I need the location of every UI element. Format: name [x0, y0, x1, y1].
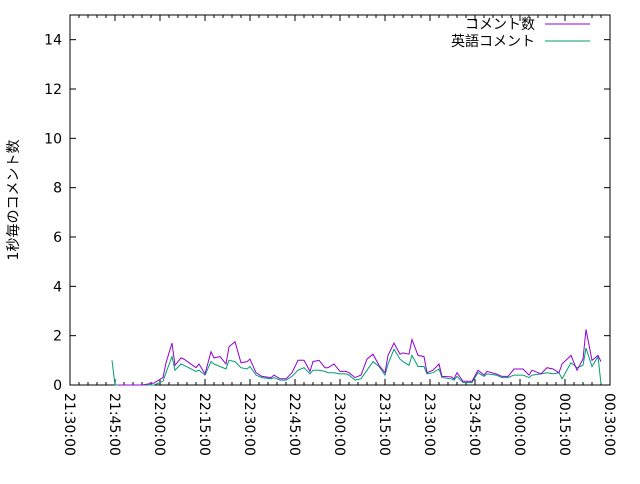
x-tick-label: 21:30:00: [61, 393, 77, 456]
x-tick-label: 22:45:00: [286, 393, 302, 456]
plot-border: [69, 14, 611, 386]
y-tick-label: 8: [53, 181, 62, 197]
x-tick-label: 23:00:00: [331, 393, 347, 456]
y-axis: 0 2 4 6 8 10 12 14: [44, 33, 610, 394]
legend-label-english-comments: 英語コメント: [451, 33, 535, 50]
y-tick-label: 6: [53, 230, 62, 246]
x-axis: 21:30:00 21:45:00 22:00:00 22:15:00 22:30:00…: [61, 15, 617, 456]
x-tick-label: 23:45:00: [466, 393, 482, 456]
x-tick-label: 00:00:00: [511, 393, 527, 456]
x-tick-label: 22:30:00: [241, 393, 257, 456]
y-tick-label: 2: [53, 329, 62, 345]
x-tick-label: 23:15:00: [376, 393, 392, 456]
y-tick-label: 4: [53, 279, 62, 295]
y-tick-label: 14: [44, 33, 62, 49]
legend: コメント数 英語コメント: [451, 17, 590, 50]
series-lines: [111, 329, 602, 386]
x-tick-label: 22:00:00: [151, 393, 167, 456]
x-tick-label: 22:15:00: [196, 393, 212, 456]
legend-label-comment-count: コメント数: [465, 17, 535, 33]
x-tick-label: 00:15:00: [556, 393, 572, 456]
y-tick-label: 10: [44, 131, 62, 147]
x-tick-label: 21:45:00: [106, 393, 122, 456]
y-tick-label: 12: [44, 82, 62, 98]
x-tick-label: 23:30:00: [421, 393, 437, 456]
series-line: [118, 329, 602, 386]
x-tick-label: 00:30:00: [601, 393, 617, 456]
y-tick-label: 0: [53, 378, 62, 394]
series-line: [111, 347, 602, 386]
y-axis-label: 1秒毎のコメント数: [6, 140, 22, 261]
